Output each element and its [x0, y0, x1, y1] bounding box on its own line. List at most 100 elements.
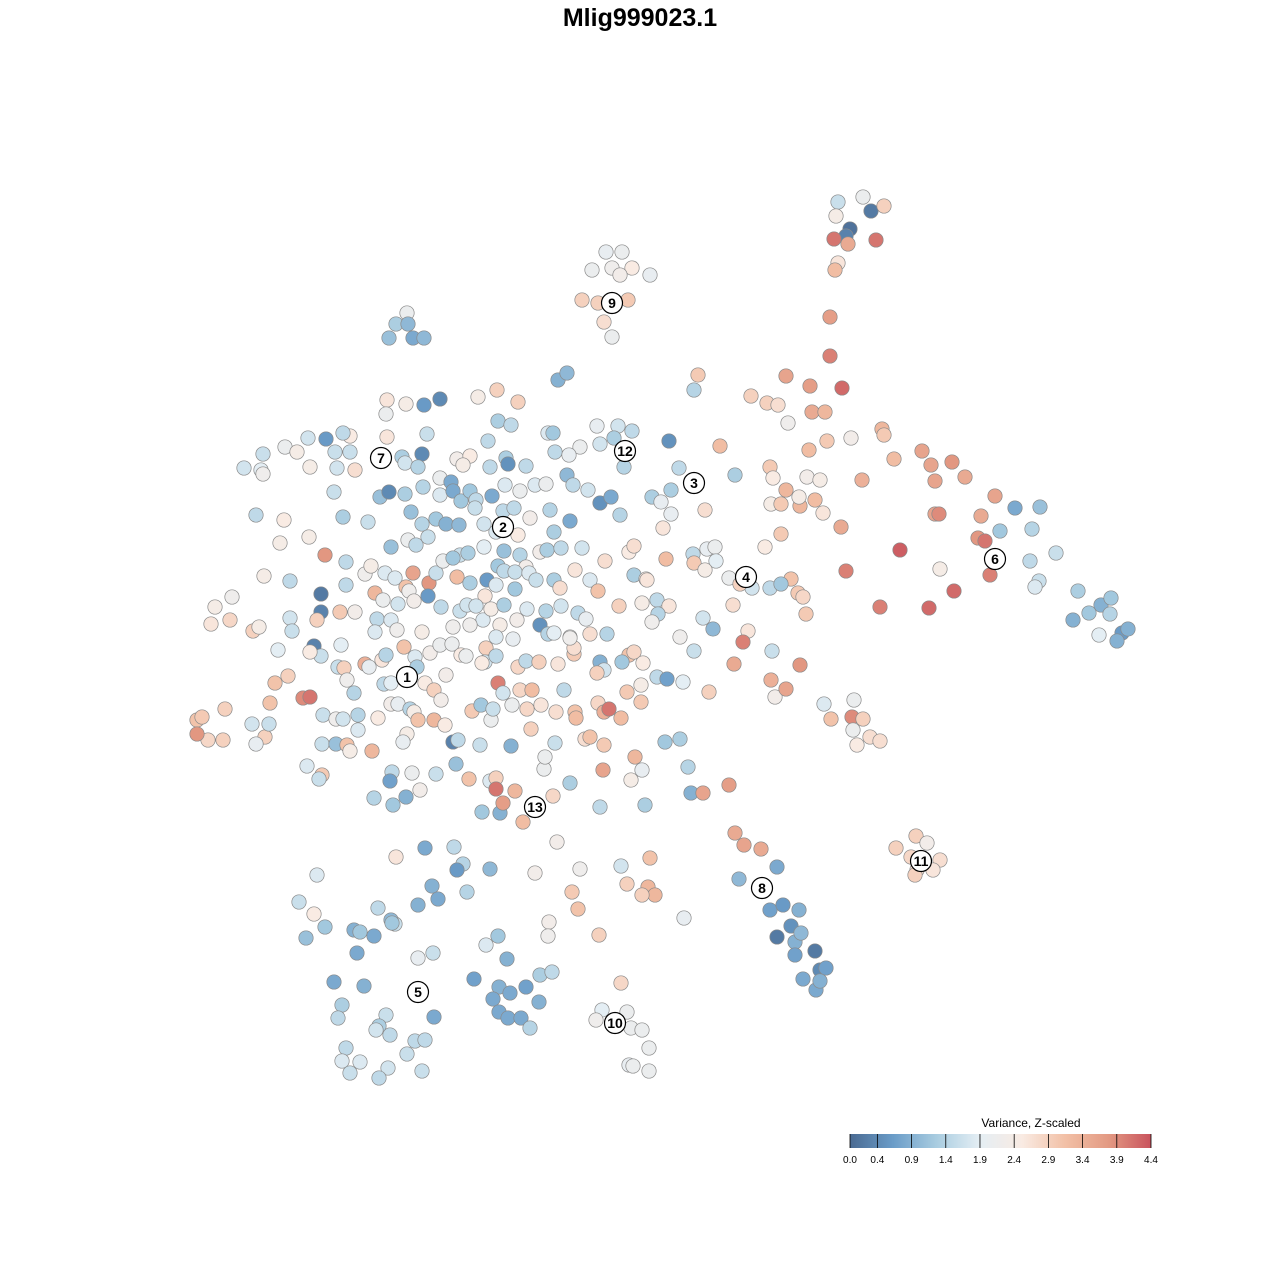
- cell-point: [512, 483, 528, 499]
- cell-point: [838, 563, 854, 579]
- cell-point: [302, 644, 318, 660]
- cell-point: [801, 442, 817, 458]
- cell-point: [438, 667, 454, 683]
- cell-point: [818, 960, 834, 976]
- cell-point: [773, 496, 789, 512]
- cell-point: [311, 771, 327, 787]
- cell-point: [633, 677, 649, 693]
- cell-point: [661, 433, 677, 449]
- cell-point: [522, 1020, 538, 1036]
- cell-point: [490, 413, 506, 429]
- cell-point: [987, 488, 1003, 504]
- cell-point: [712, 438, 728, 454]
- cell-point: [300, 430, 316, 446]
- cell-point: [763, 672, 779, 688]
- cell-point: [313, 586, 329, 602]
- cell-point: [410, 950, 426, 966]
- cell-point: [1091, 627, 1107, 643]
- cell-point: [686, 643, 702, 659]
- cell-point: [280, 668, 296, 684]
- cell-point: [780, 415, 796, 431]
- cell-point: [445, 619, 461, 635]
- cell-point: [222, 612, 238, 628]
- cell-point: [553, 540, 569, 556]
- cell-point: [363, 558, 379, 574]
- cell-point: [641, 1063, 657, 1079]
- cell-point: [428, 766, 444, 782]
- cell-point: [589, 418, 605, 434]
- cell-point: [634, 595, 650, 611]
- cell-point: [461, 771, 477, 787]
- cluster-label-badge: [682, 471, 706, 495]
- cell-point: [849, 737, 865, 753]
- cell-point: [572, 861, 588, 877]
- cell-point: [482, 459, 498, 475]
- cell-point: [815, 505, 831, 521]
- cell-point: [318, 431, 334, 447]
- cell-point: [765, 470, 781, 486]
- cell-point: [596, 737, 612, 753]
- cell-point: [1120, 621, 1136, 637]
- cell-point: [672, 731, 688, 747]
- cell-point: [518, 458, 534, 474]
- cell-point: [727, 825, 743, 841]
- cell-point: [840, 236, 856, 252]
- cluster-label-text: 7: [377, 450, 385, 466]
- cell-point: [591, 927, 607, 943]
- cell-point: [540, 928, 556, 944]
- cell-point: [816, 696, 832, 712]
- cell-point: [302, 689, 318, 705]
- cell-point: [445, 483, 461, 499]
- cell-point: [488, 781, 504, 797]
- cell-point: [795, 971, 811, 987]
- cell-point: [378, 647, 394, 663]
- cell-point: [433, 599, 449, 615]
- cell-point: [490, 928, 506, 944]
- cell-point: [1027, 579, 1043, 595]
- cell-point: [855, 189, 871, 205]
- cell-point: [597, 553, 613, 569]
- cell-point: [382, 773, 398, 789]
- cell-point: [425, 945, 441, 961]
- cell-point: [338, 554, 354, 570]
- cell-point: [387, 570, 403, 586]
- cell-point: [395, 734, 411, 750]
- cell-point: [506, 500, 522, 516]
- legend-tick-label: 0.4: [870, 1155, 884, 1166]
- legend-tick-label: 0.0: [843, 1155, 857, 1166]
- cell-point: [634, 762, 650, 778]
- cell-point: [946, 583, 962, 599]
- cell-point: [483, 601, 499, 617]
- cell-point: [366, 928, 382, 944]
- cell-point: [370, 710, 386, 726]
- cell-point: [528, 572, 544, 588]
- cell-point: [370, 900, 386, 916]
- cell-point: [459, 884, 475, 900]
- cell-point: [807, 943, 823, 959]
- cell-point: [495, 795, 511, 811]
- cell-point: [261, 716, 277, 732]
- cell-point: [680, 759, 696, 775]
- cell-point: [416, 330, 432, 346]
- cell-point: [675, 674, 691, 690]
- cell-point: [335, 711, 351, 727]
- cell-point: [634, 1022, 650, 1038]
- cell-point: [773, 576, 789, 592]
- cell-point: [314, 736, 330, 752]
- cell-point: [830, 194, 846, 210]
- cell-point: [613, 975, 629, 991]
- cell-point: [743, 388, 759, 404]
- cell-point: [1048, 545, 1064, 561]
- cell-point: [538, 603, 554, 619]
- legend-colorbar: [850, 1134, 1151, 1148]
- cell-point: [475, 612, 491, 628]
- cell-point: [383, 539, 399, 555]
- cell-point: [588, 1012, 604, 1028]
- cell-point: [203, 616, 219, 632]
- cell-point: [477, 588, 493, 604]
- cell-point: [565, 477, 581, 493]
- cell-point: [546, 524, 562, 540]
- cell-point: [424, 878, 440, 894]
- cell-point: [507, 581, 523, 597]
